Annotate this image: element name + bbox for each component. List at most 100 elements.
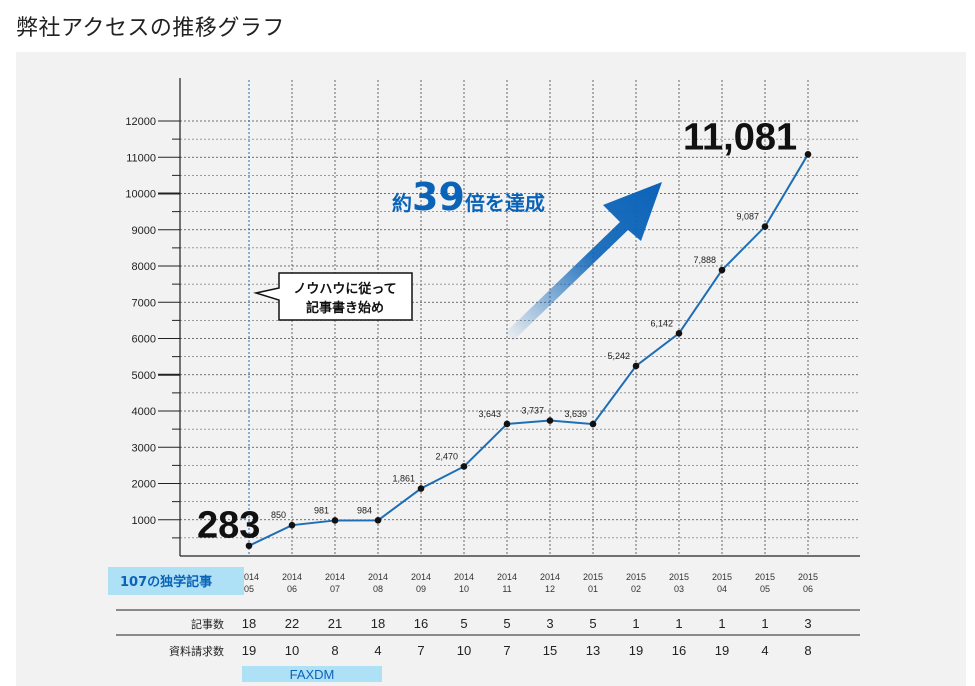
table-cell-articles: 1 (675, 616, 682, 631)
y-tick-label: 7000 (132, 297, 156, 309)
x-tick-label: 2015 (583, 572, 603, 582)
x-tick-label: 2014 (540, 572, 560, 582)
data-point (675, 330, 683, 337)
table-cell-requests: 8 (331, 643, 338, 658)
x-tick-label: 2015 (626, 572, 646, 582)
table-cell-articles: 21 (328, 616, 342, 631)
y-tick-label: 5000 (132, 370, 156, 382)
table-cell-requests: 19 (242, 643, 256, 658)
data-point (503, 420, 511, 428)
callout-line1: ノウハウに従って (293, 281, 396, 297)
data-point (460, 463, 468, 470)
data-label-large: 283 (197, 505, 260, 547)
table-cell-articles: 3 (546, 616, 553, 631)
table-cell-articles: 1 (718, 616, 725, 631)
table-cell-requests: 8 (804, 643, 811, 658)
data-label: 850 (271, 510, 286, 520)
x-tick-label: 2014 (411, 572, 431, 582)
articles-badge (108, 567, 244, 595)
y-tick-label: 12000 (125, 116, 156, 128)
x-tick-label-month: 07 (330, 584, 340, 594)
x-tick-label: 2014 (497, 572, 517, 582)
table-cell-articles: 1 (632, 616, 639, 631)
x-tick-label-month: 01 (588, 584, 598, 594)
y-tick-label: 4000 (132, 406, 156, 418)
data-label: 9,087 (736, 212, 759, 222)
data-label: 984 (357, 505, 372, 515)
headline-suffix: 倍を達成 (465, 191, 545, 215)
y-tick-label: 9000 (132, 225, 156, 237)
x-tick-label-month: 03 (674, 584, 684, 594)
faxdm-badge-label: FAXDM (290, 667, 335, 682)
table-cell-requests: 19 (715, 643, 729, 658)
faxdm-badge (242, 666, 382, 682)
table-cell-articles: 18 (242, 616, 256, 631)
table-cell-articles: 3 (804, 616, 811, 631)
x-tick-label: 2015 (669, 572, 689, 582)
callout-box: ノウハウに従って 記事書き始め (253, 272, 413, 321)
data-point (632, 362, 640, 370)
data-point (417, 485, 425, 492)
x-tick-label-month: 12 (545, 584, 555, 594)
table-cell-requests: 13 (586, 643, 600, 658)
table-cell-articles: 22 (285, 616, 299, 631)
table-row-label: 記事数 (191, 617, 224, 631)
table-cell-articles: 1 (761, 616, 768, 631)
data-label: 3,737 (521, 406, 544, 416)
x-tick-label: 2015 (712, 572, 732, 582)
y-tick-label: 11000 (126, 152, 156, 164)
y-tick-label: 2000 (132, 479, 156, 491)
data-label: 1,861 (392, 474, 415, 484)
x-tick-label: 2014 (368, 572, 388, 582)
y-tick-label: 6000 (132, 334, 156, 346)
x-tick-label-month: 05 (760, 584, 770, 594)
data-point (374, 517, 382, 524)
table-cell-requests: 10 (285, 643, 299, 658)
data-label: 7,888 (693, 255, 716, 265)
x-tick-label-month: 04 (717, 584, 727, 594)
table-cell-requests: 4 (374, 643, 381, 658)
x-tick-label-month: 08 (373, 584, 383, 594)
x-tick-label-month: 11 (502, 584, 511, 594)
table-cell-requests: 7 (503, 643, 510, 658)
growth-arrow (505, 182, 662, 341)
data-label: 3,643 (478, 409, 501, 419)
headline-number: 39 (412, 175, 465, 219)
table-row-label: 資料請求数 (169, 644, 224, 658)
x-tick-label-month: 05 (244, 584, 254, 594)
x-tick-label: 2014 (239, 572, 259, 582)
callout-line2: 記事書き始め (306, 300, 384, 316)
x-tick-label-month: 06 (287, 584, 297, 594)
data-label: 5,242 (607, 351, 630, 361)
data-point (804, 151, 812, 158)
table-cell-requests: 10 (457, 643, 471, 658)
x-tick-label: 2014 (282, 572, 302, 582)
table-cell-articles: 18 (371, 616, 385, 631)
page-title: 弊社アクセスの推移グラフ (16, 16, 285, 41)
y-tick-label: 1000 (132, 515, 156, 527)
data-label: 3,639 (564, 409, 587, 419)
data-point (245, 542, 253, 550)
table-cell-articles: 16 (414, 616, 428, 631)
series-line (248, 153, 809, 547)
x-tick-label: 2014 (325, 572, 345, 582)
data-label: 6,142 (650, 318, 673, 328)
table-cell-requests: 4 (761, 643, 768, 658)
x-tick-label: 2014 (454, 572, 474, 582)
y-tick-label: 3000 (132, 442, 156, 454)
data-point (331, 517, 339, 524)
data-point (589, 420, 597, 428)
data-point (546, 417, 554, 424)
data-point (288, 521, 296, 529)
table-cell-requests: 7 (417, 643, 424, 658)
data-point (718, 266, 726, 274)
x-tick-label-month: 09 (416, 584, 426, 594)
table-cell-requests: 16 (672, 643, 686, 658)
table-cell-articles: 5 (503, 616, 510, 631)
data-label: 2,470 (435, 451, 458, 461)
headline: 約39倍を達成 (392, 175, 545, 219)
table-cell-requests: 15 (543, 643, 557, 658)
x-tick-label-month: 10 (459, 584, 469, 594)
table-cell-requests: 19 (629, 643, 643, 658)
